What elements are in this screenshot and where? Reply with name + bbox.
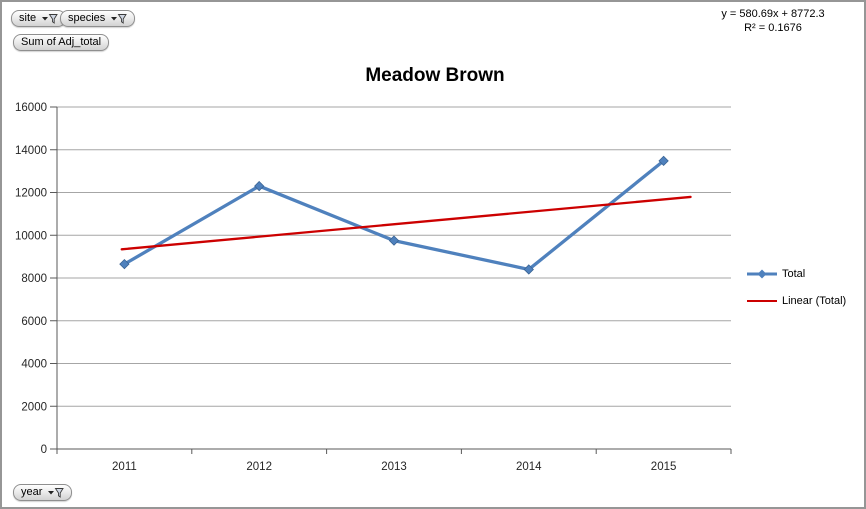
x-axis-tick-label: 2015 <box>651 461 677 473</box>
y-axis-tick-label: 14000 <box>15 145 47 157</box>
trendline-equation: y = 580.69x + 8772.3 R² = 0.1676 <box>692 7 854 35</box>
pivot-value-field-button[interactable]: Sum of Adj_total <box>13 34 110 51</box>
pivot-filter-year-button[interactable]: year <box>13 484 73 501</box>
data-point-marker <box>254 180 265 192</box>
filter-dropdown-icon <box>48 488 65 498</box>
x-axis-tick-label: 2011 <box>112 461 137 473</box>
y-axis-tick-label: 4000 <box>21 359 47 371</box>
legend-label-total: Total <box>782 268 806 280</box>
data-point-marker <box>388 235 400 246</box>
y-axis-tick-label: 0 <box>41 444 47 456</box>
y-axis-tick-label: 16000 <box>15 102 47 114</box>
filter-dropdown-icon <box>42 14 58 24</box>
trendline-r-squared: R² = 0.1676 <box>744 22 802 34</box>
legend-swatch-linear <box>747 300 777 302</box>
pivot-filter-species-button[interactable]: species <box>60 10 136 27</box>
data-point-marker <box>119 258 130 270</box>
y-axis-tick-label: 6000 <box>21 316 47 328</box>
data-point-marker <box>658 155 669 167</box>
y-axis-tick-label: 8000 <box>21 273 47 285</box>
pivot-filter-site-label: site <box>19 12 37 24</box>
trendline <box>120 195 692 251</box>
filter-dropdown-icon <box>111 14 128 24</box>
x-axis-tick-label: 2013 <box>381 461 407 473</box>
legend-item-linear-total: Linear (Total) <box>746 292 846 310</box>
trendline-equation-line: y = 580.69x + 8772.3 <box>721 8 825 20</box>
legend-label-linear-total: Linear (Total) <box>782 295 847 307</box>
pivot-filter-species-label: species <box>68 12 106 24</box>
legend-item-total: Total <box>746 265 846 283</box>
y-axis-tick-label: 10000 <box>15 230 47 242</box>
pivot-filter-site-button[interactable]: site <box>11 10 67 27</box>
series-line-total <box>122 159 666 272</box>
pivot-filter-year-label: year <box>21 486 43 498</box>
legend-swatch-total <box>747 269 777 279</box>
x-axis-tick-label: 2014 <box>516 461 542 473</box>
y-axis-tick-label: 2000 <box>21 401 47 413</box>
data-point-marker <box>523 264 534 275</box>
x-axis-tick-label: 2012 <box>246 461 272 473</box>
pivot-value-field-label: Sum of Adj_total <box>21 36 102 48</box>
chart-title: Meadow Brown <box>365 65 505 86</box>
legend: Total Linear (Total) <box>746 265 846 319</box>
y-axis-tick-label: 12000 <box>15 188 47 200</box>
